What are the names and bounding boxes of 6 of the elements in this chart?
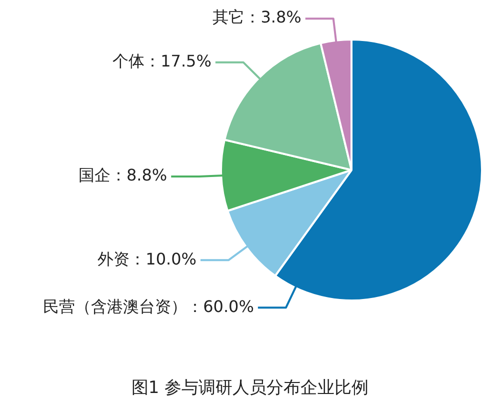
slice-label: 个体：17.5% — [112, 52, 212, 71]
text: 图1 参与调研人员分布企业比例 — [130, 377, 370, 399]
slice-label: 外资：10.0% — [98, 249, 196, 268]
slice-label: 民营（含港澳台资）：60.0% — [43, 296, 254, 316]
slice-label: 国企：8.8% — [78, 166, 168, 185]
slice-label: 其它：3.8% — [212, 8, 302, 27]
